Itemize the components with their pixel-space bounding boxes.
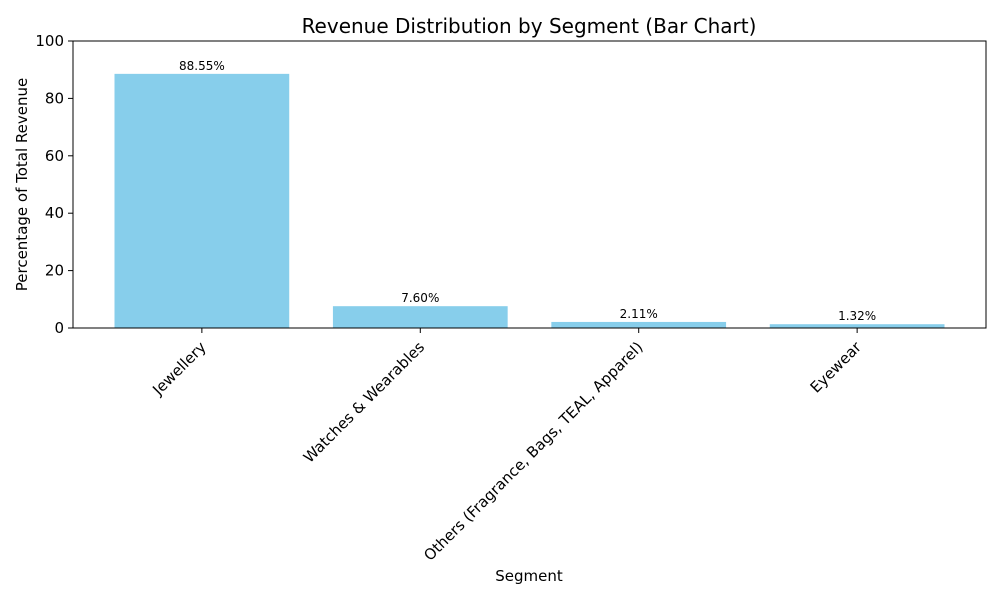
y-tick-label: 0 [54,319,64,337]
y-tick-label: 20 [45,262,64,280]
bar-value-label: 7.60% [401,291,439,305]
bar [769,324,945,328]
bar [114,73,290,328]
bar-value-label: 2.11% [620,307,658,321]
x-tick-label: Watches & Wearables [300,338,428,466]
bars-layer [114,73,945,328]
x-axis-label: Segment [495,567,563,585]
data-labels: 88.55% 7.60% 2.11% 1.32% [179,59,876,323]
x-tick-label: Others (Fragrance, Bags, TEAL, Apparel) [420,338,646,564]
x-tick-label: Jewellery [148,338,209,399]
y-tick-label: 40 [45,204,64,222]
x-tick-label: Eyewear [807,338,866,397]
chart-title: Revenue Distribution by Segment (Bar Cha… [302,14,757,38]
bar-value-label: 1.32% [838,309,876,323]
y-tick-label: 80 [45,89,64,107]
bar [332,306,508,328]
y-axis-label: Percentage of Total Revenue [13,78,31,292]
y-axis: 0 20 40 60 80 100 [35,32,73,337]
bar [551,321,727,328]
y-tick-label: 60 [45,147,64,165]
y-tick-label: 100 [35,32,64,50]
plot-frame [72,40,987,329]
bar-value-label: 88.55% [179,59,225,73]
